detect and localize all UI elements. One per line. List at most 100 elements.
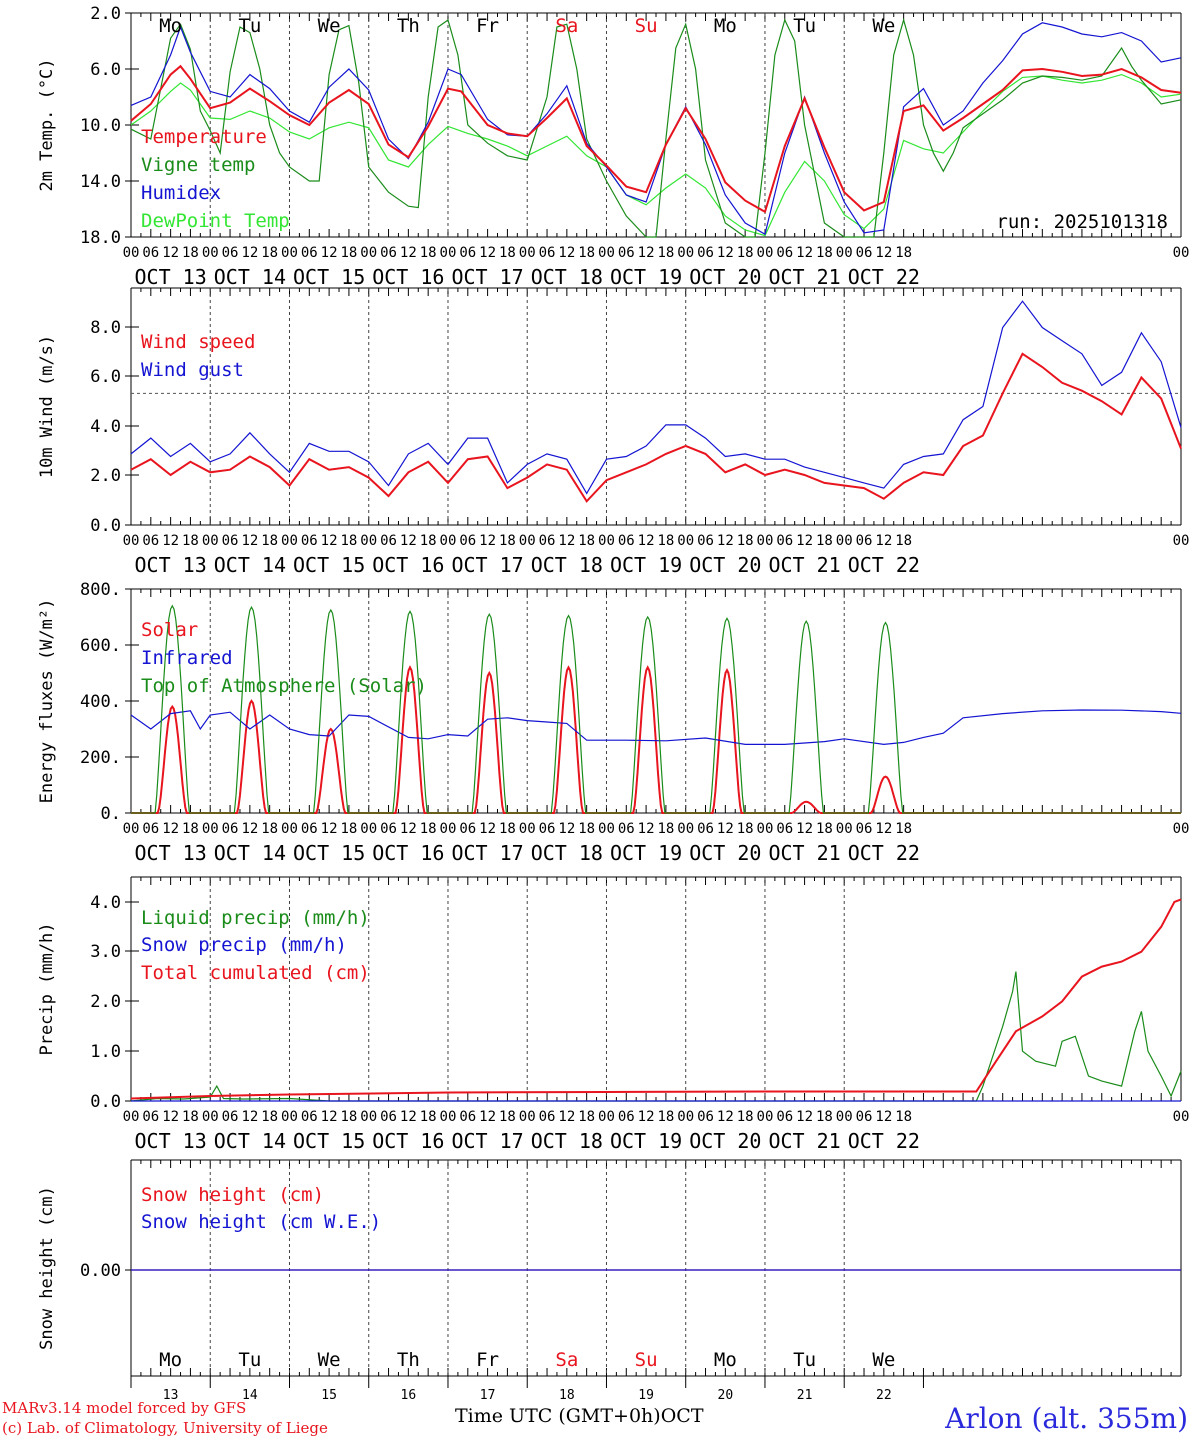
x-date-label: OCT 20 [689,1129,761,1153]
weekday-label: Tu [238,15,261,37]
y-tick-label: 0. [101,804,121,824]
x-hour-label: 18 [657,821,674,837]
x-date-label: OCT 14 [214,553,286,577]
panel-5: 0.00 Snow height (cm) Snow height (cm) Snow… [37,1159,1182,1377]
x-hour-label: 18 [261,533,278,549]
x-hour-label: 12 [558,821,575,837]
x-hour-label: 00 [360,533,377,549]
x-date-label: OCT 20 [689,553,761,577]
day-number-label: 14 [242,1388,258,1403]
x-hour-label: 18 [737,245,754,261]
x-hour-label: 12 [162,533,179,549]
x-hour-label: 06 [539,533,556,549]
x-hour-label: 12 [717,533,734,549]
x-date-label: OCT 16 [372,841,444,865]
x-hour-label: 00 [123,533,140,549]
x-hour-label: 18 [737,533,754,549]
x-hour-label: 12 [162,245,179,261]
x-hour-label: 00 [440,1109,457,1125]
x-date-label: OCT 14 [214,1129,286,1153]
x-hour-label: 12 [241,533,258,549]
y-tick-label: 3.0 [90,942,121,962]
x-date-label: OCT 19 [610,265,682,289]
x-hour-label: 12 [400,1109,417,1125]
x-hour-label: 18 [895,533,912,549]
x-hour-label: 18 [340,245,357,261]
x-hour-label: 00 [677,1109,694,1125]
x-axis-label: Time UTC (GMT+0h) [455,1405,661,1427]
x-date-label: OCT 18 [531,553,603,577]
x-hour-label: 12 [321,821,338,837]
weekday-label-bottom: We [872,1349,895,1371]
x-hour-label: 00 [836,533,853,549]
x-date-label: OCT 19 [610,841,682,865]
y-tick-label: 4.0 [90,417,121,437]
x-hour-label: 18 [737,821,754,837]
day-number-label: 20 [718,1388,734,1403]
x-hour-label: 00 [281,821,298,837]
x-hour-label: 12 [717,1109,734,1125]
x-axis-month: OCT [660,1405,704,1427]
x-hour-label: 12 [796,533,813,549]
legend-snow-height-cm: Snow height (cm) [141,1184,324,1206]
x-hour-label: 00 [202,245,219,261]
x-date-label: OCT 21 [768,1129,840,1153]
x-hour-label: 18 [340,821,357,837]
x-hour-label: 06 [142,533,159,549]
x-date-label: OCT 15 [293,841,365,865]
x-hour-label: 12 [400,533,417,549]
weekday-label: Fr [476,15,499,37]
x-hour-label: 00 [519,1109,536,1125]
legend-wind-gust: Wind gust [141,359,244,381]
series-wind-speed [130,352,1182,503]
x-hour-label: 18 [816,245,833,261]
x-hour-label: 06 [380,245,397,261]
x-hour-label: 06 [539,821,556,837]
x-date-label: OCT 16 [372,1129,444,1153]
x-hour-label: 06 [776,1109,793,1125]
x-hour-label: 06 [459,533,476,549]
x-hour-label: 12 [321,533,338,549]
x-hour-label: 18 [261,245,278,261]
y-tick-label: 0.00 [80,1261,121,1281]
x-hour-label: 12 [796,821,813,837]
x-hour-label: 18 [578,245,595,261]
x-date-label: OCT 22 [848,265,920,289]
x-hour-label: 12 [717,821,734,837]
x-hour-label: 12 [558,533,575,549]
x-hour-label: 12 [241,245,258,261]
x-hour-label: 18 [182,533,199,549]
weekday-label: Mo [159,15,182,37]
x-date-label: OCT 22 [848,841,920,865]
x-hour-label: 12 [162,821,179,837]
x-date-label: OCT 17 [451,553,523,577]
series-humidex [130,22,1182,236]
x-date-label: OCT 17 [451,265,523,289]
x-hour-label: 12 [796,1109,813,1125]
x-hour-label: 00 [836,1109,853,1125]
x-hour-label: 12 [875,821,892,837]
x-hour-label: 18 [420,1109,437,1125]
x-hour-label: 18 [499,533,516,549]
weekday-label-bottom: Sa [555,1349,578,1371]
x-hour-label: 06 [856,245,873,261]
y-tick-label: 6.0 [90,60,121,80]
panel-4: 0.0 1.0 2.0 3.0 4.0 Precip (mm/h) Liquid preci… [37,876,1189,1153]
weekday-label: Mo [714,15,737,37]
x-hour-label: 00 [123,821,140,837]
credits-line-2: (c) Lab. of Climatology, University of L… [2,1419,328,1437]
x-date-label: OCT 20 [689,841,761,865]
weekday-label: Tu [793,15,816,37]
x-date-label: OCT 13 [134,1129,206,1153]
x-hour-label: 12 [479,245,496,261]
x-hour-label: 00 [598,533,615,549]
x-hour-label: 12 [638,821,655,837]
y-tick-label: 8.0 [90,318,121,338]
x-hour-label: 00 [123,245,140,261]
legend-wind-speed: Wind speed [141,331,255,353]
weekday-label-bottom: Th [397,1349,420,1371]
x-hour-label: 06 [618,245,635,261]
x-hour-label: 00 [440,245,457,261]
legend-dewpoint-temp: DewPoint Temp [141,210,290,232]
legend-humidex: Humidex [141,182,221,204]
